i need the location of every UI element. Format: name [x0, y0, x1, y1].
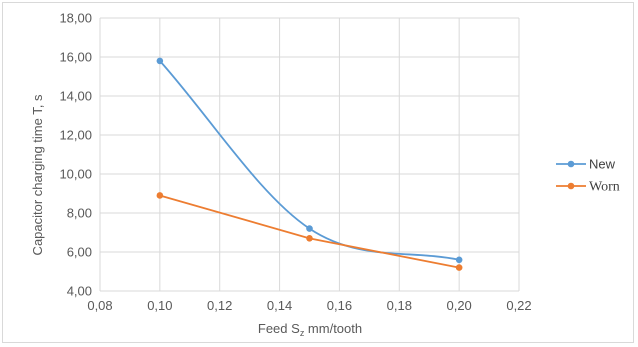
y-tick-label: 18,00 [59, 11, 92, 26]
data-point-new [156, 57, 164, 65]
chart-frame [2, 2, 634, 343]
x-tick-label: 0,16 [327, 298, 352, 313]
x-axis-title-subscript: z [300, 328, 305, 338]
y-tick-label: 10,00 [59, 167, 92, 182]
horizontal-gridlines [100, 17, 519, 292]
legend-marker-worn [567, 182, 575, 190]
x-tick-label: 0,12 [207, 298, 232, 313]
x-axis-title-main: Feed S [258, 321, 300, 336]
y-tick-label: 12,00 [59, 128, 92, 143]
y-tick-label: 16,00 [59, 50, 92, 65]
y-tick-label: 14,00 [59, 89, 92, 104]
legend-label-worn: Worn [589, 180, 620, 195]
legend: New Worn [556, 157, 620, 195]
x-tick-label: 0,18 [387, 298, 412, 313]
x-axis-title-unit: mm/tooth [304, 321, 362, 336]
y-axis-title: Capacitor charging time T, s [30, 94, 45, 255]
y-tick-label: 6,00 [67, 245, 92, 260]
y-tick-label: 4,00 [67, 284, 92, 299]
vertical-gridlines [99, 18, 520, 291]
series-line-new [159, 60, 460, 261]
y-tick-labels: 4,00 6,00 8,00 10,00 12,00 14,00 16,00 18,00 [59, 11, 92, 299]
x-tick-label: 0,10 [147, 298, 172, 313]
x-tick-label: 0,20 [446, 298, 471, 313]
data-point-new [306, 225, 313, 232]
series-group [156, 57, 463, 271]
legend-marker-new [567, 160, 575, 168]
data-point-worn [455, 264, 463, 271]
data-point-worn [306, 235, 313, 242]
x-tick-label: 0,08 [87, 298, 112, 313]
x-axis-title: Feed Sz mm/tooth [258, 321, 362, 338]
y-tick-label: 8,00 [67, 206, 92, 221]
x-tick-label: 0,14 [267, 298, 292, 313]
legend-label-new: New [589, 157, 616, 172]
data-point-new [455, 256, 463, 264]
data-point-worn [156, 192, 164, 199]
x-tick-labels: 0,08 0,10 0,12 0,14 0,16 0,18 0,20 0,22 [87, 298, 531, 313]
x-tick-label: 0,22 [506, 298, 531, 313]
